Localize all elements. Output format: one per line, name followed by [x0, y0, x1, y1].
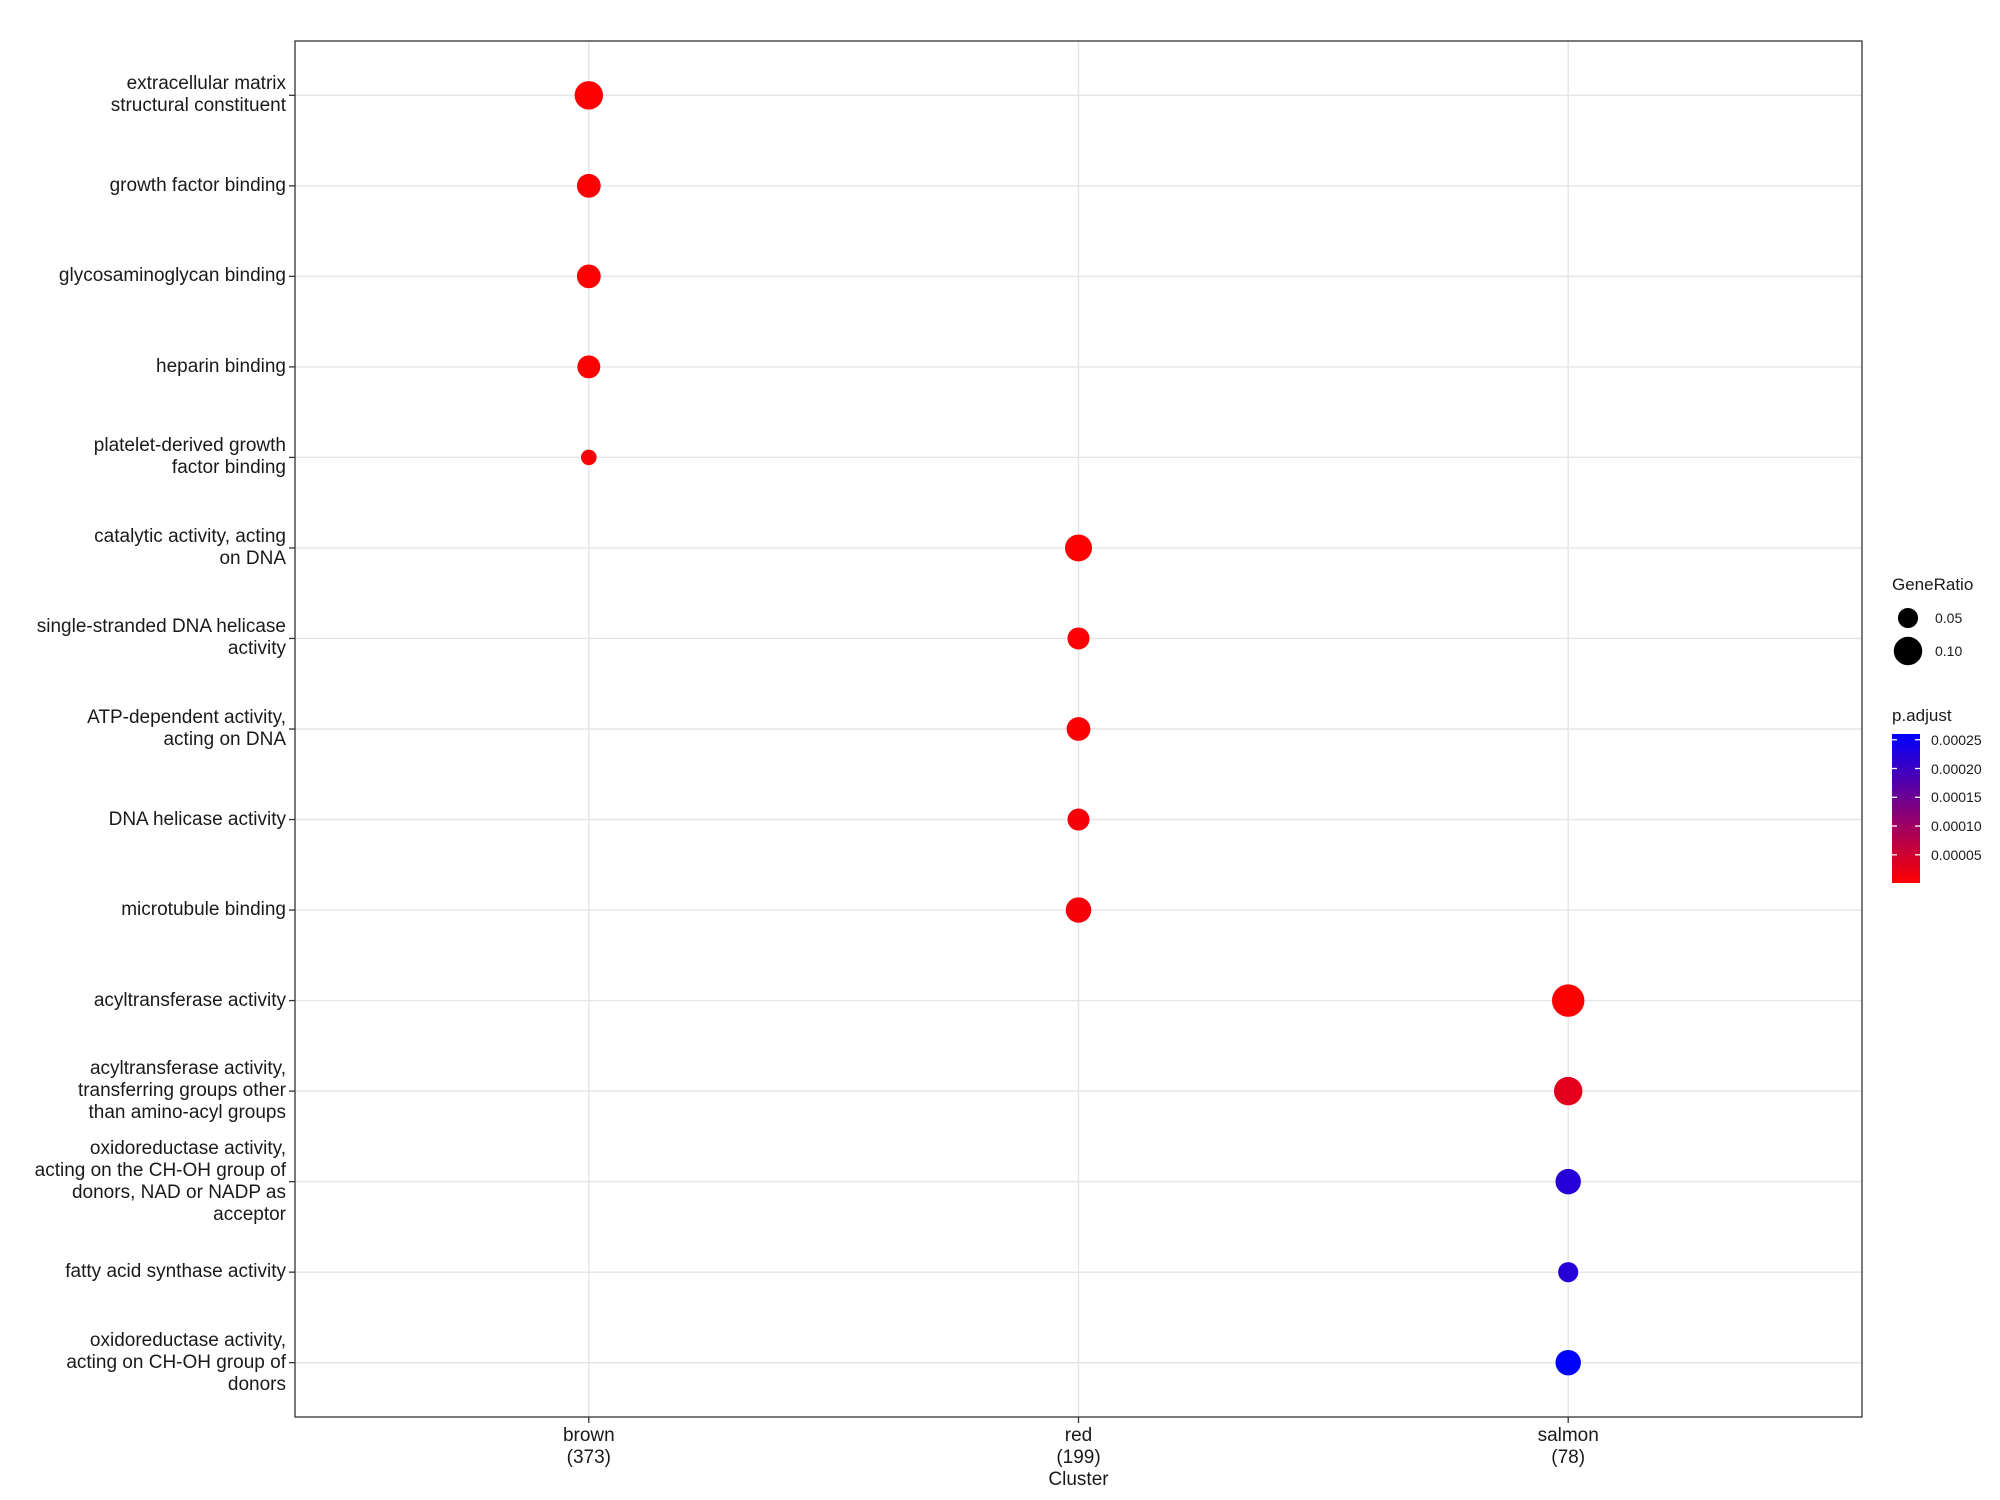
legend-title: p.adjust [1892, 706, 1952, 725]
y-tick-label: heparin binding [156, 355, 286, 377]
y-tick-label: acyltransferase activity, transferring g… [77, 1058, 286, 1124]
dot [1558, 1262, 1579, 1283]
y-tick-label: growth factor binding [109, 174, 286, 196]
legend-label: 0.10 [1935, 643, 1963, 659]
legend-title: GeneRatio [1892, 575, 1974, 594]
dot [1551, 984, 1585, 1017]
dot [1555, 1349, 1581, 1376]
legend-key [1893, 636, 1923, 666]
dot [1066, 717, 1091, 741]
dot [581, 449, 597, 466]
legend-label: 0.00005 [1931, 846, 1982, 863]
y-tick-label: extracellular matrix structural constitu… [110, 73, 286, 117]
x-tick-label: salmon (78) [1537, 1425, 1599, 1468]
dot [576, 264, 601, 289]
legend-label: 0.00015 [1931, 789, 1982, 806]
dot [574, 81, 604, 110]
dot [577, 355, 601, 379]
dot [1067, 808, 1090, 831]
y-tick-label: oxidoreductase activity, acting on CH-OH… [66, 1329, 286, 1395]
dot [1067, 627, 1090, 650]
y-tick-label: glycosaminoglycan binding [58, 265, 286, 287]
legend-label: 0.05 [1935, 610, 1963, 626]
dot [1065, 534, 1092, 562]
y-tick-label: oxidoreductase activity, acting on the C… [34, 1137, 286, 1225]
y-tick-label: acyltransferase activity [93, 989, 286, 1011]
dot [1555, 1168, 1581, 1195]
dot [576, 173, 601, 198]
y-tick-label: ATP-dependent activity, acting on DNA [87, 707, 286, 750]
y-tick-label: fatty acid synthase activity [65, 1261, 286, 1283]
y-tick-label: platelet-derived growth factor binding [93, 435, 286, 479]
x-tick-label: brown (373) [562, 1425, 615, 1468]
legend-label: 0.00010 [1931, 818, 1982, 835]
y-tick-label: DNA helicase activity [108, 808, 286, 830]
x-axis-title: Cluster [1048, 1469, 1109, 1490]
y-tick-label: single-stranded DNA helicase activity [36, 616, 286, 660]
y-tick-label: catalytic activity, acting on DNA [94, 525, 286, 569]
legend-key [1897, 607, 1919, 629]
x-tick-label: red (199) [1056, 1425, 1101, 1468]
y-tick-label: microtubule binding [121, 899, 286, 921]
dot [1065, 897, 1092, 923]
legend-label: 0.00025 [1931, 731, 1982, 748]
legend-label: 0.00020 [1931, 760, 1982, 777]
dot [1553, 1076, 1583, 1106]
colorbar [1892, 734, 1920, 883]
